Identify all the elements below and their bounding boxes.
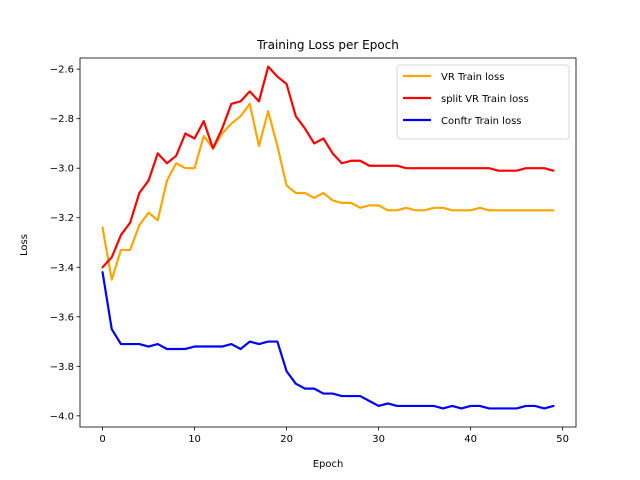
series-layer xyxy=(101,65,555,410)
legend-label-0: VR Train loss xyxy=(441,72,504,83)
y-tick-label: −4.0 xyxy=(50,411,74,422)
legend-label-1: split VR Train loss xyxy=(441,94,529,105)
x-tick-label: 20 xyxy=(280,434,293,445)
y-tick-label: −3.4 xyxy=(50,263,74,274)
plot-frame xyxy=(79,57,577,428)
y-tick-label: −3.0 xyxy=(50,164,74,175)
x-tick-label: 0 xyxy=(99,434,105,445)
legend: VR Train loss split VR Train loss Conftr T… xyxy=(396,64,570,140)
x-axis-title: Epoch xyxy=(313,459,344,470)
chart-title: Training Loss per Epoch xyxy=(256,38,399,52)
legend-label-2: Conftr Train loss xyxy=(441,116,521,127)
x-tick-label: 40 xyxy=(464,434,477,445)
series-line-2 xyxy=(101,271,555,410)
x-tick-label: 30 xyxy=(372,434,385,445)
x-tick-label: 50 xyxy=(556,434,569,445)
axes-layer: 0 10 20 30 40 50 −4.0 −3.8 −3.6 −3.4 −3.2 −3.0 −2.8 −… xyxy=(50,57,577,445)
y-tick-label: −3.2 xyxy=(50,213,74,224)
legend-frame xyxy=(396,64,570,140)
y-tick-label: −2.8 xyxy=(50,114,74,125)
y-tick-label: −3.6 xyxy=(50,312,74,323)
series-line-1 xyxy=(101,65,555,269)
series-line-0 xyxy=(101,102,555,281)
y-axis-title: Loss xyxy=(19,234,30,256)
y-tick-label: −3.8 xyxy=(50,362,74,373)
x-tick-label: 10 xyxy=(188,434,201,445)
y-tick-label: −2.6 xyxy=(50,65,74,76)
